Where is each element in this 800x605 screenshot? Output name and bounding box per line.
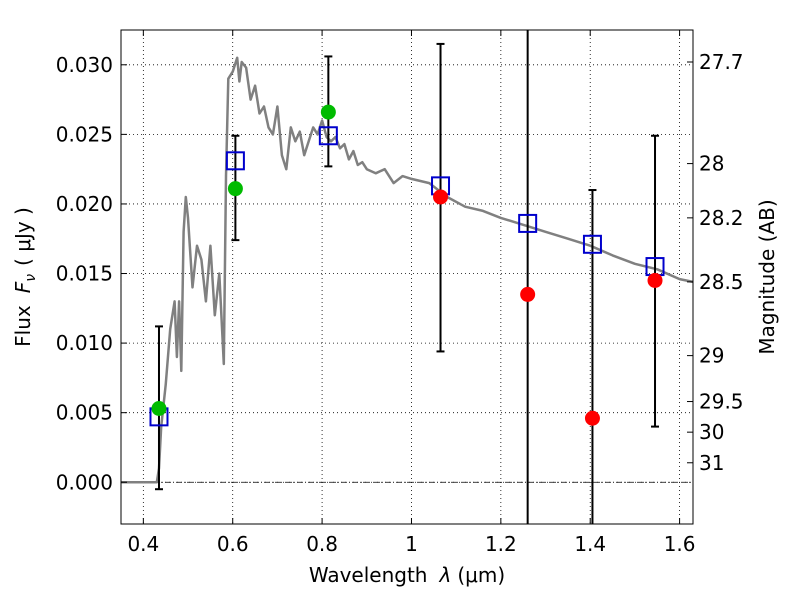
x-tick-label: 1.6 bbox=[664, 532, 696, 556]
y-tick-label: 0.030 bbox=[56, 53, 113, 77]
x-tick-label: 1.4 bbox=[574, 532, 606, 556]
y-tick-label: 0.015 bbox=[56, 262, 113, 286]
right-tick-label: 28.5 bbox=[699, 270, 744, 294]
plot-area bbox=[121, 30, 693, 524]
x-tick-label: 1.2 bbox=[485, 532, 517, 556]
y-axis-label-text: Flux bbox=[11, 305, 35, 347]
y-axis-label-symbol: F bbox=[11, 281, 35, 293]
plot-frame bbox=[120, 29, 694, 525]
y-axis-label-subscript: ν bbox=[23, 274, 39, 282]
nondetection-point bbox=[647, 272, 663, 288]
detection-point bbox=[151, 401, 167, 417]
x-axis-label-symbol: λ bbox=[439, 563, 452, 587]
y-tick-label: 0.000 bbox=[56, 470, 113, 494]
y-tick-label: 0.010 bbox=[56, 331, 113, 355]
tick-layer: 0.4 0.6 0.8 1 1.2 1.4 1.6 0.000 0.005 0.010 0.015 0… bbox=[56, 30, 744, 556]
model-flux-square bbox=[318, 126, 338, 146]
right-tick-label: 29.5 bbox=[699, 390, 744, 414]
y-tick-label: 0.005 bbox=[56, 401, 113, 425]
x-tick-label: 0.6 bbox=[217, 532, 249, 556]
nondetection-point bbox=[520, 286, 536, 302]
right-tick-label: 29 bbox=[699, 344, 724, 368]
right-tick-label: 31 bbox=[699, 451, 724, 475]
y-axis-label-unit: ( μJy ) bbox=[11, 207, 35, 266]
nondetection-point bbox=[584, 410, 600, 426]
marker-layer bbox=[149, 104, 665, 427]
model-flux-square bbox=[518, 213, 538, 233]
y-tick-label: 0.025 bbox=[56, 122, 113, 146]
x-tick-label: 0.8 bbox=[306, 532, 338, 556]
right-tick-label: 28.2 bbox=[699, 206, 744, 230]
right-tick-label: 27.7 bbox=[699, 50, 744, 74]
x-axis-label: Wavelength λ (μm) bbox=[309, 563, 505, 587]
x-axis-label-unit: (μm) bbox=[457, 563, 505, 587]
y-tick-label: 0.020 bbox=[56, 192, 113, 216]
x-axis-label-text: Wavelength bbox=[309, 563, 428, 587]
y-axis-label: Flux Fν ( μJy ) bbox=[11, 207, 39, 347]
model-flux-square bbox=[582, 234, 602, 254]
x-tick-label: 0.4 bbox=[127, 532, 159, 556]
model-flux-square bbox=[225, 151, 245, 171]
nondetection-point bbox=[433, 189, 449, 205]
x-tick-label: 1 bbox=[405, 532, 418, 556]
right-axis-label: Magnitude (AB) bbox=[755, 199, 779, 354]
right-tick-label: 30 bbox=[699, 420, 724, 444]
detection-point bbox=[320, 104, 336, 120]
detection-point bbox=[227, 181, 243, 197]
right-tick-label: 28 bbox=[699, 152, 724, 176]
